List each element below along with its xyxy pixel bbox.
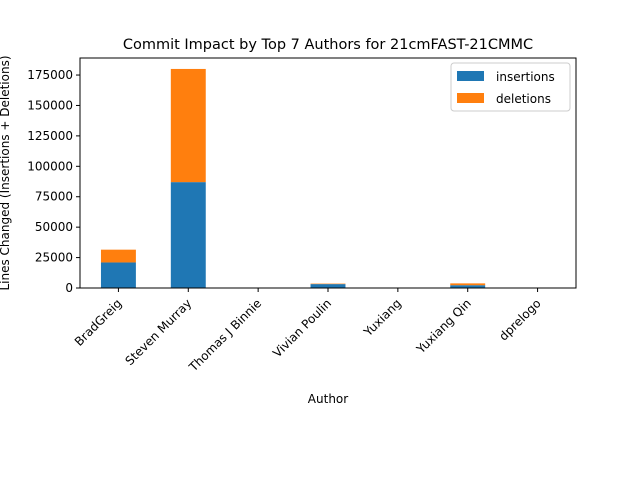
x-tick-label: Steven Murray (122, 296, 194, 368)
y-axis-ticks: 0 25000 50000 75000 100000 125000 150000 175000 (27, 68, 80, 295)
bar-deletions-0 (101, 250, 136, 263)
y-tick-label: 75000 (35, 190, 73, 204)
x-axis-label: Author (308, 392, 348, 406)
y-tick-label: 25000 (35, 251, 73, 265)
bar-deletions-1 (171, 69, 206, 182)
x-tick-label: Thomas J Binnie (186, 296, 265, 375)
chart-title: Commit Impact by Top 7 Authors for 21cmF… (123, 37, 533, 53)
y-tick-label: 100000 (27, 159, 73, 173)
legend: insertions deletions (451, 63, 570, 111)
y-tick-label: 0 (65, 281, 73, 295)
y-axis-label: Lines Changed (Insertions + Deletions) (0, 55, 12, 290)
legend-swatch-insertions (457, 71, 484, 81)
legend-label-insertions: insertions (496, 70, 555, 84)
x-tick-label: BradGreig (72, 296, 125, 349)
y-tick-label: 125000 (27, 129, 73, 143)
x-tick-label: Vivian Poulin (270, 296, 334, 360)
bar-insertions-3 (311, 284, 346, 288)
x-tick-label: Yuxiang (360, 296, 404, 340)
legend-swatch-deletions (457, 93, 484, 103)
bar-insertions-0 (101, 262, 136, 288)
legend-label-deletions: deletions (496, 92, 551, 106)
x-tick-label: dprelogo (496, 296, 543, 343)
y-tick-label: 150000 (27, 98, 73, 112)
x-tick-label: Yuxiang Qin (413, 296, 474, 357)
y-tick-label: 175000 (27, 68, 73, 82)
bar-insertions-1 (171, 182, 206, 288)
y-tick-label: 50000 (35, 220, 73, 234)
bar-deletions-5 (450, 283, 485, 285)
